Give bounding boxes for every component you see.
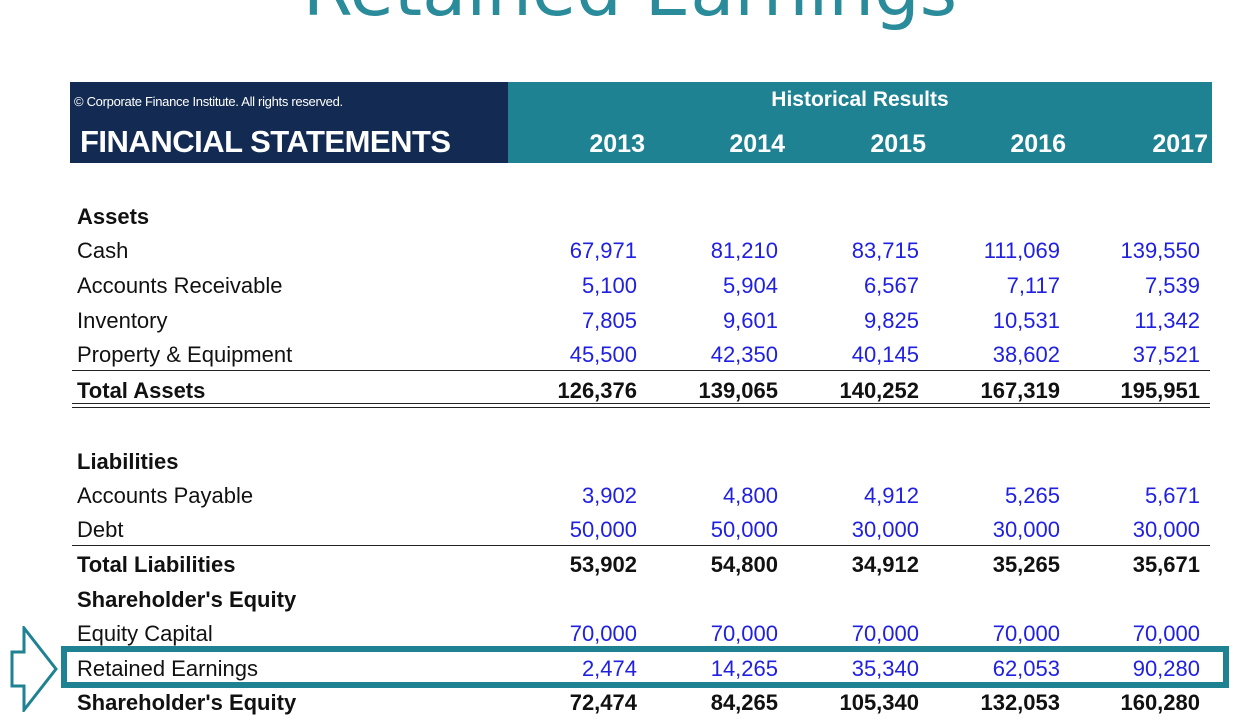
cell-value: 111,069 [983, 238, 1060, 263]
slide-title: Retained Earnings [0, 0, 1260, 32]
cell-value: 30,000 [851, 517, 919, 542]
cell-value: 50,000 [569, 517, 637, 542]
table-row: Retained Earnings 2,474 14,265 35,340 62,053… [0, 652, 1260, 686]
header-left: © Corporate Finance Institute. All right… [70, 82, 508, 163]
cell-value: 53,902 [569, 552, 637, 577]
cell-value: 14,265 [710, 656, 778, 681]
cell-value: 70,000 [569, 621, 637, 646]
arrow-right-icon [10, 626, 58, 712]
cell-value: 160,280 [1120, 690, 1200, 715]
total-double-line [72, 403, 1210, 408]
row-label: Property & Equipment [77, 342, 293, 367]
cell-value: 50,000 [710, 517, 778, 542]
cell-value: 9,825 [863, 308, 919, 333]
table-row: Assets [0, 200, 1260, 234]
cell-value: 35,671 [1132, 552, 1200, 577]
cell-value: 5,265 [1004, 483, 1060, 508]
cell-value: 9,601 [722, 308, 778, 333]
row-label: Liabilities [77, 449, 179, 474]
retained-earnings-highlight [61, 646, 1229, 688]
table-row: Debt 50,000 50,000 30,000 30,000 30,000 [0, 513, 1260, 547]
table-row: Accounts Payable 3,902 4,800 4,912 5,265 5,67… [0, 479, 1260, 513]
table-row: Inventory 7,805 9,601 9,825 10,531 11,342 [0, 304, 1260, 338]
cell-value: 4,912 [863, 483, 919, 508]
cell-value: 54,800 [710, 552, 778, 577]
cell-value: 195,951 [1120, 378, 1200, 403]
cell-value: 62,053 [992, 656, 1060, 681]
table-row: Property & Equipment 45,500 42,350 40,145 38… [0, 338, 1260, 372]
cell-value: 70,000 [851, 621, 919, 646]
cell-value: 30,000 [1132, 517, 1200, 542]
row-label: Accounts Payable [77, 483, 254, 508]
cell-value: 70,000 [1132, 621, 1200, 646]
cell-value: 83,715 [851, 238, 919, 263]
cell-value: 72,474 [569, 690, 637, 715]
row-label: Assets [77, 204, 150, 229]
cell-value: 3,902 [581, 483, 637, 508]
cell-value: 40,145 [851, 342, 919, 367]
cell-value: 2,474 [581, 656, 637, 681]
cell-value: 6,567 [863, 273, 919, 298]
year-2015: 2015 [870, 130, 926, 158]
cell-value: 81,210 [710, 238, 778, 263]
table-row: Shareholder's Equity 72,474 84,265 105,340 1… [0, 686, 1260, 720]
row-label: Cash [77, 238, 129, 263]
table-row: Shareholder's Equity [0, 583, 1260, 617]
year-2017: 2017 [1152, 130, 1208, 158]
table-row: Total Liabilities 53,902 54,800 34,912 35,26… [0, 548, 1260, 582]
row-label: Total Assets [77, 378, 206, 403]
row-label: Total Liabilities [77, 552, 236, 577]
cell-value: 139,065 [698, 378, 778, 403]
statement-title: FINANCIAL STATEMENTS [80, 124, 451, 159]
cell-value: 139,550 [1120, 238, 1200, 263]
cell-value: 5,100 [581, 273, 637, 298]
cell-value: 35,265 [992, 552, 1060, 577]
cell-value: 45,500 [569, 342, 637, 367]
copyright: © Corporate Finance Institute. All right… [74, 94, 343, 109]
subtotal-line [72, 370, 1210, 371]
cell-value: 35,340 [851, 656, 919, 681]
row-label: Shareholder's Equity [77, 587, 297, 612]
year-2013: 2013 [589, 130, 645, 158]
cell-value: 5,671 [1144, 483, 1200, 508]
cell-value: 84,265 [710, 690, 778, 715]
cell-value: 42,350 [710, 342, 778, 367]
cell-value: 90,280 [1132, 656, 1200, 681]
cell-value: 5,904 [722, 273, 778, 298]
subtotal-line [72, 545, 1210, 546]
cell-value: 11,342 [1134, 308, 1200, 333]
cell-value: 70,000 [992, 621, 1060, 646]
row-label: Equity Capital [77, 621, 213, 646]
year-2016: 2016 [1010, 130, 1066, 158]
table-row: Total Assets 126,376 139,065 140,252 167,319… [0, 374, 1260, 408]
table-row: Equity Capital 70,000 70,000 70,000 70,000 70… [0, 617, 1260, 651]
cell-value: 167,319 [980, 378, 1060, 403]
historical-results-label: Historical Results [771, 88, 949, 111]
cell-value: 7,539 [1144, 273, 1200, 298]
row-label: Shareholder's Equity [77, 690, 297, 715]
cell-value: 132,053 [980, 690, 1060, 715]
cell-value: 38,602 [992, 342, 1060, 367]
cell-value: 30,000 [992, 517, 1060, 542]
table-row: Liabilities [0, 445, 1260, 479]
row-label: Retained Earnings [77, 656, 259, 681]
table-row: Accounts Receivable 5,100 5,904 6,567 7,117 7… [0, 269, 1260, 303]
table-row: Cash 67,971 81,210 83,715 111,069 139,550 [0, 234, 1260, 268]
row-label: Accounts Receivable [77, 273, 283, 298]
row-label: Inventory [77, 308, 168, 333]
cell-value: 10,531 [992, 308, 1060, 333]
cell-value: 4,800 [722, 483, 778, 508]
cell-value: 37,521 [1132, 342, 1200, 367]
cell-value: 126,376 [557, 378, 637, 403]
cell-value: 7,805 [581, 308, 637, 333]
cell-value: 105,340 [839, 690, 919, 715]
cell-value: 34,912 [851, 552, 919, 577]
cell-value: 67,971 [569, 238, 637, 263]
row-label: Debt [77, 517, 124, 542]
cell-value: 7,117 [1006, 273, 1060, 298]
header-right: Historical Results 2013 2014 2015 2016 2… [508, 82, 1212, 163]
year-2014: 2014 [729, 130, 785, 158]
cell-value: 70,000 [710, 621, 778, 646]
cell-value: 140,252 [839, 378, 919, 403]
